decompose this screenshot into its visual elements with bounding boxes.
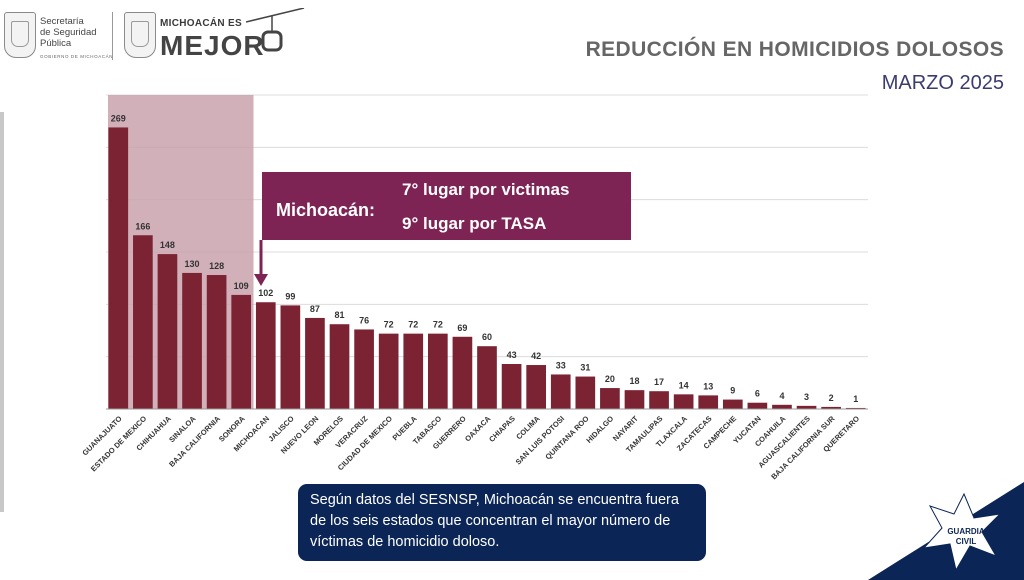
bar <box>157 254 178 409</box>
bar <box>255 302 276 409</box>
bar <box>403 333 424 409</box>
gobierno-label: GOBIERNO DE MICHOACÁN <box>40 54 114 59</box>
bar-value-label: 31 <box>580 363 590 373</box>
bar <box>722 399 743 409</box>
category-label: HIDALGO <box>584 414 615 445</box>
guardia-civil-badge: GUARDIA CIVIL <box>868 482 1024 580</box>
bar-value-label: 17 <box>654 377 664 387</box>
bar <box>600 388 620 409</box>
bar <box>772 404 792 409</box>
bar <box>501 363 522 409</box>
bar-value-label: 87 <box>310 304 320 314</box>
bar <box>477 346 497 409</box>
bar <box>649 391 669 409</box>
bar <box>845 407 866 409</box>
bar-value-label: 60 <box>482 332 492 342</box>
bar <box>133 235 153 409</box>
brand-big-text: MEJOR <box>160 30 265 61</box>
category-label: QUINTANA ROO <box>543 414 590 461</box>
bar <box>747 402 768 409</box>
bar <box>378 333 399 409</box>
callout-tasa: 9° lugar por TASA <box>402 214 547 233</box>
bar <box>526 365 546 409</box>
bar <box>206 275 227 409</box>
bar <box>673 394 694 409</box>
michoacan-seal-icon <box>124 12 156 58</box>
bar <box>182 272 202 409</box>
bar-value-label: 72 <box>408 320 418 330</box>
callout-arrow-icon <box>254 240 268 286</box>
badge-line2: CIVIL <box>956 537 977 546</box>
bar-value-label: 1 <box>853 394 858 404</box>
category-label: CHIAPAS <box>487 414 517 444</box>
bar-value-label: 148 <box>160 240 175 250</box>
header-logos: Secretaría de Seguridad Pública GOBIERNO… <box>0 8 320 68</box>
brand-small-text: MICHOACÁN ES <box>160 18 242 29</box>
callout-label: Michoacán: <box>276 200 376 220</box>
bar-value-label: 109 <box>234 281 249 291</box>
bar-value-label: 42 <box>531 351 541 361</box>
bar <box>354 329 374 409</box>
bar-value-label: 3 <box>804 392 809 402</box>
bar-value-label: 20 <box>605 374 615 384</box>
bar <box>428 333 448 409</box>
page-subtitle: MARZO 2025 <box>881 72 1004 94</box>
bar-value-label: 128 <box>209 261 224 271</box>
bar-value-label: 13 <box>703 381 713 391</box>
bar-value-label: 43 <box>507 350 517 360</box>
secretaria-name: Secretaría de Seguridad Pública <box>40 16 97 49</box>
top-states-highlight <box>108 95 254 409</box>
bar-value-label: 18 <box>629 376 639 386</box>
left-edge-bar <box>0 112 4 512</box>
bar-value-label: 76 <box>359 315 369 325</box>
badge-line1: GUARDIA <box>947 527 985 536</box>
logo-divider <box>112 12 113 60</box>
michoacan-callout: Michoacán: 7° lugar por victimas 9° luga… <box>262 172 631 240</box>
page-title: REDUCCIÓN EN HOMICIDIOS DOLOSOS <box>585 38 1004 61</box>
bar-value-label: 9 <box>730 386 735 396</box>
cable-car-icon <box>246 8 305 52</box>
bar <box>698 395 719 409</box>
state-seal-icon <box>4 12 36 58</box>
info-note: Según datos del SESNSP, Michoacán se enc… <box>298 484 706 561</box>
bar-value-label: 72 <box>433 320 443 330</box>
bar <box>452 336 473 409</box>
bar-value-label: 166 <box>135 221 150 231</box>
bar <box>280 305 301 409</box>
bar <box>796 405 817 409</box>
bar-value-label: 14 <box>679 380 689 390</box>
bar <box>231 294 252 409</box>
bar <box>550 374 571 409</box>
bar-value-label: 130 <box>185 259 200 269</box>
bar-value-label: 2 <box>829 393 834 403</box>
bar-value-label: 6 <box>755 389 760 399</box>
bar <box>624 390 645 409</box>
bar-value-label: 99 <box>285 291 295 301</box>
bar <box>329 324 350 409</box>
bar-value-label: 81 <box>335 310 345 320</box>
star-badge-icon <box>922 492 1002 572</box>
bar <box>305 317 325 409</box>
bar-value-label: 72 <box>384 320 394 330</box>
callout-victimas: 7° lugar por victimas <box>402 180 570 199</box>
bar-value-label: 33 <box>556 360 566 370</box>
bar <box>575 376 596 409</box>
bar-value-label: 4 <box>779 391 784 401</box>
bar <box>821 406 841 409</box>
bar <box>108 127 129 410</box>
bar-value-label: 102 <box>258 288 273 298</box>
bar-value-label: 269 <box>111 113 126 123</box>
bar-value-label: 69 <box>457 323 467 333</box>
